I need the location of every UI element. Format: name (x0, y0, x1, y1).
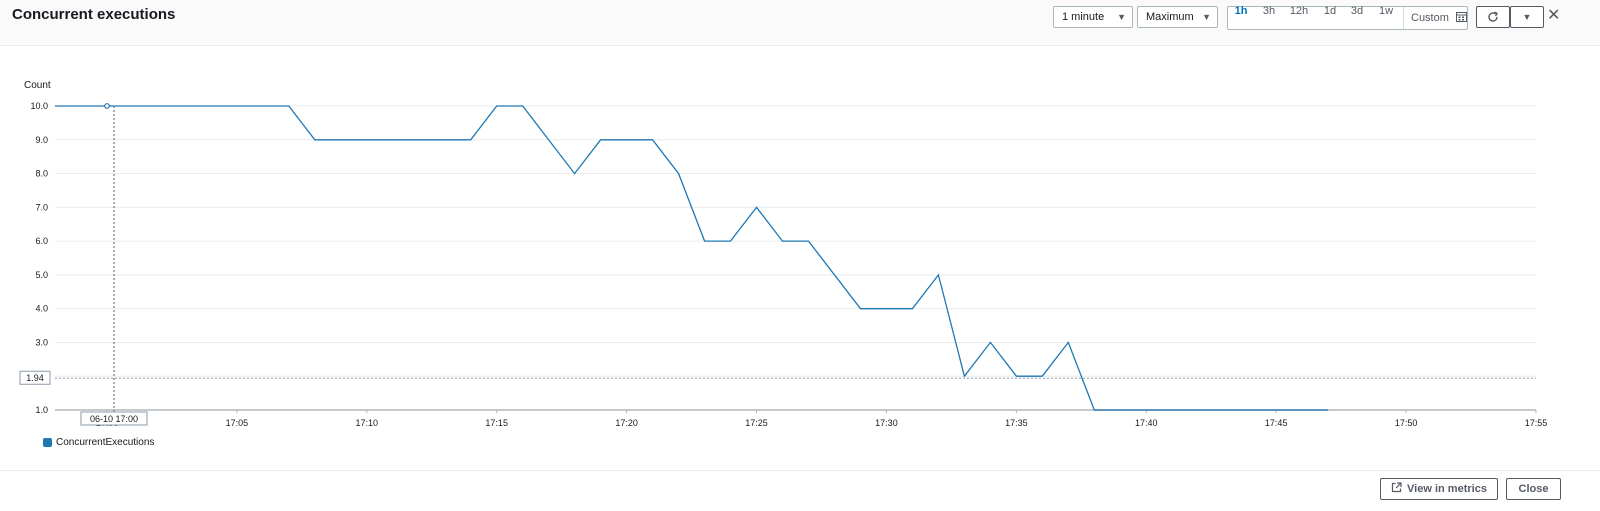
refresh-icon (1488, 11, 1498, 22)
y-tick-label: 10.0 (30, 101, 48, 111)
view-in-metrics-label: View in metrics (1407, 483, 1487, 495)
widget-title: Concurrent executions (12, 6, 176, 23)
x-tick-label: 17:40 (1135, 418, 1158, 428)
legend-swatch (43, 437, 52, 447)
time-range-group (1227, 6, 1468, 30)
y-tick-label: 9.0 (35, 135, 48, 145)
x-tick-label: 17:25 (745, 418, 768, 428)
range-1d[interactable]: 1d (1323, 5, 1337, 17)
crosshair-x-label: 06-10 17:00 (90, 414, 138, 424)
y-tick-label: 3.0 (35, 337, 48, 347)
legend-label: ConcurrentExecutions (56, 437, 155, 448)
x-tick-label: 17:20 (615, 418, 638, 428)
x-tick-label: 17:55 (1525, 418, 1548, 428)
external-link-icon (1391, 482, 1402, 493)
line-chart: Count1.02.03.04.05.06.07.08.09.010.017:0… (19, 80, 1548, 428)
range-3d[interactable]: 3d (1350, 5, 1364, 17)
x-tick-label: 17:45 (1265, 418, 1288, 428)
x-tick-label: 17:35 (1005, 418, 1028, 428)
period-select[interactable]: 1 minute ▼ (1053, 6, 1133, 28)
actions-dropdown-button[interactable]: ▼ (1510, 6, 1544, 28)
x-tick-label: 17:05 (226, 418, 249, 428)
y-tick-label: 4.0 (35, 304, 48, 314)
chart-legend: ConcurrentExecutions (43, 437, 154, 448)
crosshair-y-label: 1.94 (26, 373, 44, 383)
y-axis-label: Count (24, 80, 51, 91)
period-select-value: 1 minute (1062, 11, 1105, 23)
range-1w[interactable]: 1w (1378, 5, 1394, 17)
y-tick-label: 7.0 (35, 202, 48, 212)
x-tick-label: 17:10 (356, 418, 379, 428)
range-3h[interactable]: 3h (1262, 5, 1276, 17)
caret-down-icon: ▼ (1522, 12, 1532, 22)
y-tick-label: 8.0 (35, 169, 48, 179)
series-line (55, 105, 1329, 411)
range-12h[interactable]: 12h (1289, 5, 1309, 17)
widget-header: Concurrent executions 1 minute ▼ Maximum… (0, 0, 1600, 46)
range-custom[interactable]: Custom (1403, 7, 1467, 29)
refresh-button[interactable] (1476, 6, 1510, 28)
close-button-label: Close (1518, 483, 1549, 495)
close-icon[interactable]: ✕ (1547, 7, 1561, 24)
range-1h[interactable]: 1h (1234, 5, 1248, 17)
caret-down-icon: ▼ (1202, 12, 1211, 22)
crosshair-y-box (19, 370, 51, 385)
custom-label: Custom (1411, 12, 1449, 24)
x-tick-label: 17:30 (875, 418, 898, 428)
calendar-icon (1455, 12, 1467, 22)
view-in-metrics-button[interactable]: View in metrics (1380, 478, 1498, 500)
close-button[interactable]: Close (1506, 478, 1561, 500)
hover-point-marker (104, 103, 110, 109)
statistic-select[interactable]: Maximum ▼ (1137, 6, 1218, 28)
crosshair-x-box (80, 411, 148, 426)
x-tick-label: 17:15 (485, 418, 508, 428)
x-tick-label: 17:50 (1395, 418, 1418, 428)
y-tick-label: 6.0 (35, 236, 48, 246)
statistic-select-value: Maximum (1146, 11, 1194, 23)
footer-divider (0, 470, 1600, 471)
y-tick-label: 1.0 (35, 405, 48, 415)
caret-down-icon: ▼ (1117, 12, 1126, 22)
y-tick-label: 5.0 (35, 270, 48, 280)
